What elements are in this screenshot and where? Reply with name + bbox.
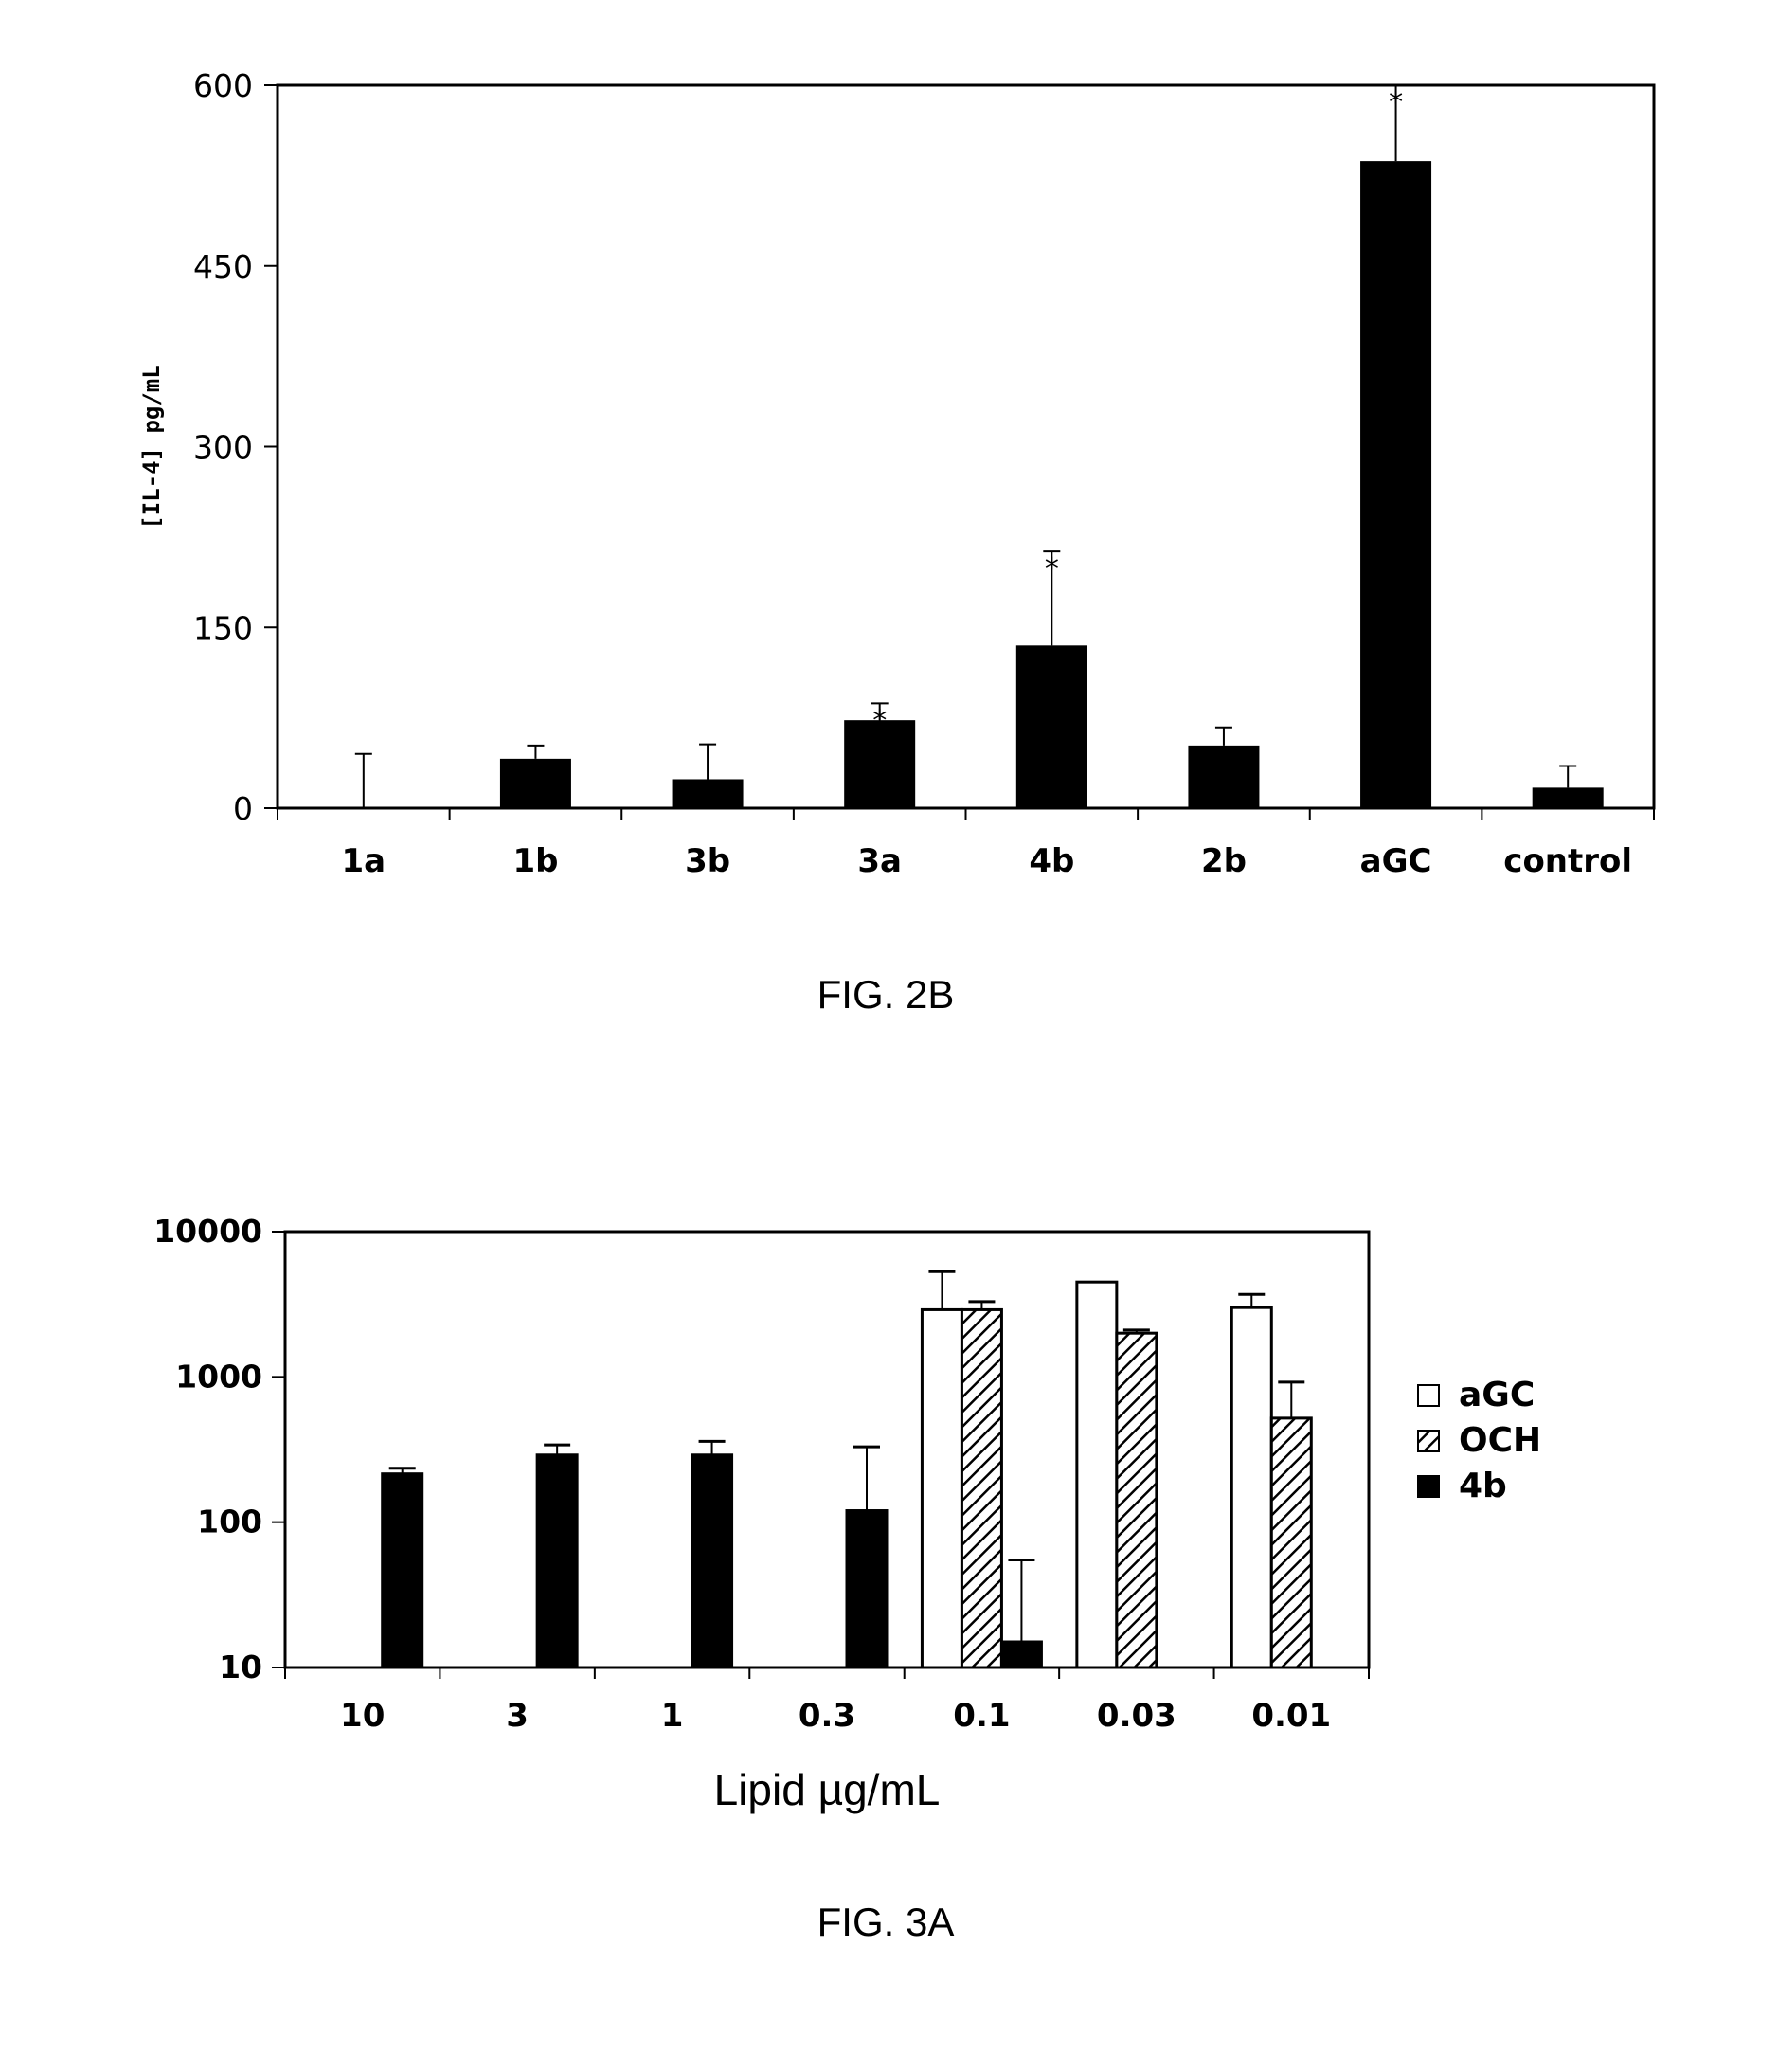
figure-caption: FIG. 3A bbox=[817, 1900, 955, 1944]
bars: * * * bbox=[354, 84, 1604, 809]
x-category-label: 0.3 bbox=[799, 1697, 855, 1735]
plot-frame bbox=[276, 83, 1656, 810]
x-axis-title: Lipid µg/mL bbox=[714, 1765, 941, 1814]
bar-4b bbox=[691, 1453, 734, 1669]
y-tick-label: 10 bbox=[219, 1649, 262, 1685]
significance-marker: * bbox=[872, 704, 887, 737]
x-axis-labels: 10 3 1 0.3 0.1 0.03 0.01 bbox=[284, 1667, 1370, 1735]
y-axis-title: [IL-4] pg/mL bbox=[138, 365, 165, 529]
legend-swatch bbox=[1417, 1430, 1440, 1452]
bar-4b bbox=[381, 1472, 424, 1669]
y-axis: 0 150 300 450 600 bbox=[193, 67, 278, 827]
bar bbox=[844, 720, 916, 808]
x-category-label: 1 bbox=[661, 1697, 684, 1735]
bar-och bbox=[960, 1307, 1003, 1669]
legend-swatch bbox=[1417, 1475, 1440, 1498]
x-category-label: 3b bbox=[685, 842, 730, 880]
x-axis-labels: 1a 1b 3b 3a 4b 2b aGC control bbox=[277, 808, 1655, 880]
bar-4b bbox=[999, 1640, 1043, 1669]
y-tick-label: 600 bbox=[193, 67, 253, 104]
significance-marker: * bbox=[1389, 86, 1403, 119]
significance-marker: * bbox=[1045, 552, 1059, 586]
y-tick-label: 10000 bbox=[153, 1213, 262, 1250]
y-axis: 10 100 1000 10000 bbox=[153, 1213, 285, 1685]
chart-fig-2b: 0 150 300 450 600 * * * 1a 1b 3b 3a 4b 2b aGC control… bbox=[138, 67, 1656, 1017]
x-category-label: aGC bbox=[1360, 842, 1432, 880]
y-tick-label: 150 bbox=[193, 609, 253, 646]
x-category-label: 0.03 bbox=[1097, 1697, 1176, 1735]
x-category-label: 0.1 bbox=[953, 1697, 1010, 1735]
bar bbox=[1532, 787, 1604, 808]
bar-agc bbox=[920, 1307, 963, 1669]
chart-fig-3a: 10 100 1000 10000 10 3 1 0.3 0.1 0.03 0.01 aGC OCH… bbox=[153, 1213, 1541, 1944]
x-category-label: 1b bbox=[512, 842, 558, 880]
y-tick-label: 0 bbox=[233, 790, 253, 827]
bar-agc bbox=[1075, 1280, 1119, 1669]
x-category-label: 1a bbox=[342, 842, 386, 880]
legend-label: OCH bbox=[1459, 1421, 1541, 1460]
y-tick-label: 300 bbox=[193, 429, 253, 466]
bar-4b bbox=[535, 1453, 579, 1669]
plot-frame bbox=[283, 1230, 1371, 1669]
y-tick-label: 450 bbox=[193, 248, 253, 285]
x-category-label: 3 bbox=[506, 1697, 529, 1735]
bar-och bbox=[1115, 1331, 1158, 1669]
x-category-label: 0.01 bbox=[1251, 1697, 1331, 1735]
y-tick-label: 1000 bbox=[175, 1358, 262, 1395]
legend: aGC OCH 4b bbox=[1417, 1376, 1541, 1505]
bar bbox=[1360, 161, 1432, 809]
legend-label: aGC bbox=[1459, 1376, 1535, 1414]
x-category-label: control bbox=[1503, 842, 1632, 880]
bar bbox=[1188, 745, 1260, 808]
bar-och bbox=[1269, 1416, 1313, 1669]
bar bbox=[499, 758, 571, 808]
x-category-label: 10 bbox=[340, 1697, 385, 1735]
x-category-label: 3a bbox=[857, 842, 902, 880]
bar bbox=[672, 779, 744, 808]
figure-caption: FIG. 2B bbox=[817, 972, 955, 1017]
bar-4b bbox=[845, 1509, 889, 1669]
y-tick-label: 100 bbox=[197, 1504, 262, 1540]
x-category-label: 4b bbox=[1029, 842, 1074, 880]
x-category-label: 2b bbox=[1201, 842, 1247, 880]
legend-swatch bbox=[1417, 1384, 1440, 1407]
legend-label: 4b bbox=[1459, 1467, 1507, 1505]
bars bbox=[381, 1270, 1313, 1669]
bar bbox=[1015, 645, 1087, 808]
bar-agc bbox=[1230, 1306, 1273, 1669]
